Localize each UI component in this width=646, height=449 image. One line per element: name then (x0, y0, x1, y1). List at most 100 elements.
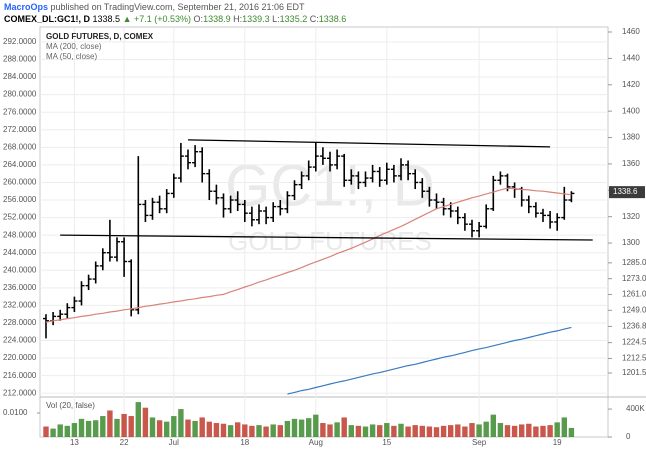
volume-bar (235, 422, 241, 437)
y2-tick-label: 1201.5 (622, 368, 646, 377)
y-tick-label: 244.0000 (3, 248, 37, 257)
volume-bar (121, 413, 127, 437)
volume-bar (107, 410, 113, 437)
y2-tick-label: 1320 (622, 212, 640, 221)
volume-bar (242, 424, 248, 437)
volume-bar (476, 424, 482, 437)
volume-bar (291, 418, 298, 437)
y-tick-label: 284.0000 (3, 72, 37, 81)
y-tick-label: 280.0000 (3, 90, 37, 99)
volume-bar (171, 416, 177, 437)
volume-bar (519, 424, 525, 437)
volume-bar (511, 425, 518, 437)
volume-bar (206, 421, 212, 437)
y-tick-label: 228.0000 (3, 318, 37, 327)
y-tick-label: 240.0000 (3, 265, 37, 274)
y-tick-label: 216.0000 (3, 371, 37, 380)
volume-bar (313, 414, 319, 437)
y2-tick-label: 1300 (622, 238, 640, 247)
quote-value: 1335.2 (280, 14, 308, 24)
last: 1338.5 (93, 14, 121, 24)
volume-bar (227, 425, 234, 437)
volume-bar (448, 425, 454, 437)
volume-bar (327, 424, 333, 437)
header-line: MacroOps published on TradingView.com, S… (4, 2, 305, 12)
volume-bar (483, 421, 489, 437)
x-tick-label: 15 (382, 438, 391, 447)
volume-bar (164, 421, 170, 437)
volume-bar (377, 425, 383, 437)
volume-bar (270, 424, 276, 437)
volume-bar (156, 420, 163, 437)
y2-tick-label: 1360 (622, 159, 640, 168)
x-tick-label: 13 (70, 438, 79, 447)
volume-bar (412, 425, 418, 437)
symbol: COMEX_DL:GC1!, D (4, 14, 91, 24)
quote-line: COMEX_DL:GC1!, D 1338.5 ▲ +7.1 (+0.53%) … (4, 14, 346, 24)
volume-bar (440, 425, 447, 437)
volume-bar (306, 418, 312, 437)
quote-value: 1338.9 (203, 14, 231, 24)
volume-bar (142, 407, 149, 437)
y-tick-label: 256.0000 (3, 195, 37, 204)
volume-bar (341, 417, 347, 437)
y2-tick-label: 1440 (622, 54, 640, 63)
volume-bar (433, 427, 440, 437)
y2-tick-label: 1236.8 (622, 322, 646, 331)
y2-tick-label: 1420 (622, 80, 640, 89)
y-tick-label: 264.0000 (3, 160, 37, 169)
volume-bar (462, 426, 468, 437)
y-tick-label: 248.0000 (3, 230, 37, 239)
volume-bar (426, 426, 433, 437)
volume-bar (71, 423, 78, 437)
quote-value: 1338.6 (319, 14, 347, 24)
y-tick-label: 272.0000 (3, 125, 37, 134)
volume-bar (405, 426, 411, 437)
volume-bar (497, 423, 504, 437)
y-tick-label: 236.0000 (3, 283, 37, 292)
volume-bar (298, 419, 305, 437)
volume-bar (490, 414, 496, 437)
volume-bar (547, 425, 553, 437)
volume-bar (64, 425, 70, 437)
y-tick-label: 276.0000 (3, 107, 37, 116)
volume-bar (320, 423, 326, 437)
x-tick-label: 22 (120, 438, 129, 447)
volume-bar (249, 425, 255, 437)
y2-tick-label: 1285.0 (622, 258, 646, 267)
volume-bar (50, 428, 56, 437)
y-tick-label: 288.0000 (3, 55, 37, 64)
y2-tick-label: 1400 (622, 106, 640, 115)
volume-bar (398, 423, 404, 437)
volume-bar (263, 426, 269, 437)
y-tick-label: 260.0000 (3, 178, 37, 187)
volume-bar (178, 409, 184, 437)
x-tick-label: 18 (240, 438, 249, 447)
y-tick-label: 268.0000 (3, 142, 37, 151)
y-tick-label: 232.0000 (3, 301, 37, 310)
x-tick-label: Jul (169, 438, 179, 447)
volume-bar (100, 416, 106, 437)
volume-bar (256, 425, 262, 437)
volume-bar (369, 424, 376, 437)
volume-bar (384, 423, 390, 437)
volume-bar (348, 425, 354, 437)
volume-bar (114, 418, 120, 437)
legend-entry: MA (200, close) (46, 42, 102, 51)
quote-label: C: (310, 14, 319, 24)
volume-bar (533, 426, 539, 437)
volume-bar (419, 425, 425, 437)
change: ▲ +7.1 (+0.53%) (123, 14, 191, 24)
ma-line (287, 326, 572, 395)
trendline (187, 139, 551, 148)
volume-bar (391, 425, 397, 437)
legend-entry: MA (50, close) (46, 52, 97, 61)
legend-entry: GOLD FUTURES, D, COMEX (46, 32, 154, 41)
quote-label: H: (233, 14, 242, 24)
volume-bar (362, 426, 369, 437)
y2-tick-label: 1212.5 (622, 354, 646, 363)
published: published on TradingView.com, September … (51, 2, 305, 12)
y2-tick-label: 1380 (622, 133, 640, 142)
y2-tick-label: 1273.0 (622, 274, 646, 283)
volume-left-tick-label: 0.0100 (3, 408, 28, 417)
